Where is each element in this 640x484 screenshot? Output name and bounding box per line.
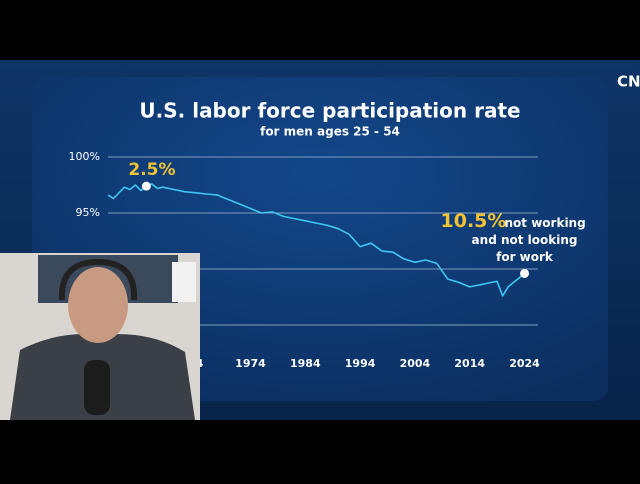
annotation-value: 2.5%	[128, 160, 175, 180]
webcam-overlay	[0, 253, 200, 420]
x-tick-label: 2014	[454, 357, 485, 370]
chart-subtitle: for men ages 25 - 54	[260, 125, 400, 139]
y-tick-label: 100%	[69, 150, 100, 163]
x-tick-label: 2024	[509, 357, 540, 370]
webcam-headphones	[58, 258, 138, 301]
annotation-text: not working	[505, 216, 586, 230]
annotation-text: for work	[496, 250, 554, 264]
x-tick-label: 1984	[290, 357, 321, 370]
webcam-face	[68, 267, 128, 343]
annotation-dot	[520, 268, 530, 278]
y-tick-label: 95%	[76, 206, 100, 219]
x-tick-label: 2004	[400, 357, 431, 370]
chart-title: U.S. labor force participation rate	[139, 99, 520, 123]
webcam-console	[172, 262, 196, 302]
plot: 100%95%90%85%641974198419942004201420242…	[69, 150, 586, 370]
x-tick-label: 1994	[345, 357, 376, 370]
annotation-value: 10.5%	[441, 210, 507, 232]
annotation-dot	[141, 181, 151, 191]
x-tick-label: 1974	[235, 357, 266, 370]
logo: CN	[617, 73, 640, 91]
webcam-mic	[84, 360, 110, 415]
annotation-text: and not looking	[472, 233, 578, 247]
